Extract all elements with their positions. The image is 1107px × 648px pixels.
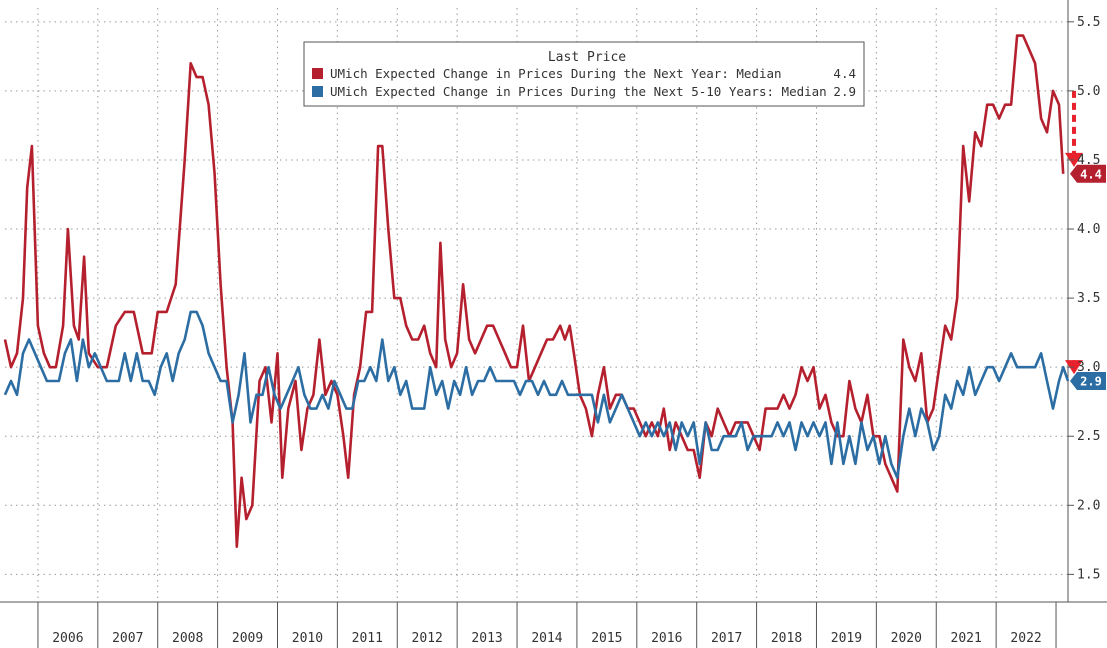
last-value-tag-bg — [1070, 164, 1106, 183]
grid-lines — [5, 8, 1068, 602]
x-axis: 2006 2007 2008 2009 2010 2011 2012 2013 2014 2015… — [37, 602, 1057, 648]
x-tick-label: 2012 — [412, 631, 443, 646]
last-value-tag-label: 4.4 — [1080, 167, 1102, 181]
last-value-tag-next-year: 4.4 — [1070, 164, 1106, 183]
y-tick-label: 4.0 — [1077, 222, 1100, 237]
x-tick-label: 2013 — [471, 631, 502, 646]
legend-box — [303, 41, 865, 107]
x-tick-label: 2019 — [831, 631, 862, 646]
x-tick-label: 2006 — [52, 631, 83, 646]
x-tick-label: 2008 — [172, 631, 203, 646]
legend-value-5-10-years: 2.9 — [833, 84, 856, 99]
x-tick-label: 2011 — [352, 631, 383, 646]
y-tick-label: 2.0 — [1077, 498, 1100, 513]
legend-swatch-5-10-years — [312, 86, 323, 97]
x-tick-label: 2010 — [292, 631, 323, 646]
series-line-5-10-years — [3, 310, 1070, 479]
x-tick-label: 2007 — [112, 631, 143, 646]
legend-title: Last Price — [548, 50, 626, 65]
x-tick-label: 2021 — [951, 631, 982, 646]
legend-label-next-year: UMich Expected Change in Prices During t… — [330, 66, 782, 81]
last-value-tag-label: 2.9 — [1080, 374, 1102, 388]
last-value-tag-bg — [1070, 371, 1106, 390]
x-tick-label: 2017 — [711, 631, 742, 646]
y-axis: 1.5 2.0 2.5 3.0 3.5 4.0 4.5 5.0 5.5 4.4 2.9 — [1068, 15, 1106, 582]
legend: Last Price UMich Expected Change in Pric… — [303, 41, 865, 107]
y-tick-label: 1.5 — [1077, 567, 1100, 582]
x-tick-label: 2015 — [591, 631, 622, 646]
last-value-tag-5-10-years: 2.9 — [1070, 371, 1106, 390]
series-line-next-year — [3, 34, 1065, 548]
x-tick-label: 2014 — [531, 631, 562, 646]
y-tick-label: 3.0 — [1077, 360, 1100, 375]
x-tick-label: 2020 — [891, 631, 922, 646]
y-tick-label: 4.5 — [1077, 153, 1100, 168]
plot-frame — [0, 0, 1107, 603]
x-tick-label: 2018 — [771, 631, 802, 646]
y-tick-label: 3.5 — [1077, 291, 1100, 306]
legend-label-5-10-years: UMich Expected Change in Prices During t… — [330, 84, 827, 99]
legend-value-next-year: 4.4 — [833, 66, 856, 81]
legend-swatch-next-year — [312, 68, 323, 79]
y-tick-label: 5.0 — [1077, 84, 1100, 99]
y-tick-label: 5.5 — [1077, 15, 1100, 30]
x-tick-label: 2009 — [232, 631, 263, 646]
x-tick-label: 2022 — [1010, 631, 1041, 646]
x-tick-label: 2016 — [651, 631, 682, 646]
series-layer — [3, 34, 1070, 548]
y-tick-label: 2.5 — [1077, 429, 1100, 444]
